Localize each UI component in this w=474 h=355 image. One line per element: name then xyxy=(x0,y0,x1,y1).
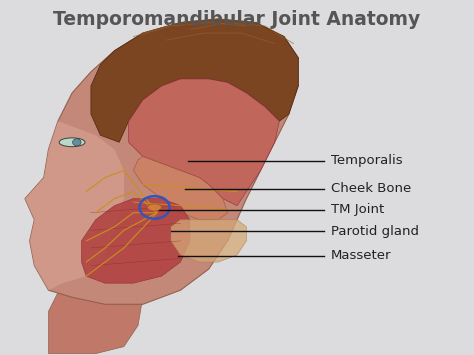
Text: Temporalis: Temporalis xyxy=(331,154,403,167)
Ellipse shape xyxy=(147,204,162,211)
Text: Parotid gland: Parotid gland xyxy=(331,225,419,237)
Polygon shape xyxy=(82,199,190,283)
Text: Masseter: Masseter xyxy=(331,249,392,262)
Polygon shape xyxy=(48,269,143,354)
Polygon shape xyxy=(128,79,279,206)
Text: TM Joint: TM Joint xyxy=(331,203,384,217)
Polygon shape xyxy=(133,156,228,220)
Polygon shape xyxy=(25,121,124,290)
Ellipse shape xyxy=(59,138,85,147)
Text: Temporomandibular Joint Anatomy: Temporomandibular Joint Anatomy xyxy=(54,10,420,29)
Polygon shape xyxy=(171,220,246,262)
Polygon shape xyxy=(91,19,298,142)
Text: Cheek Bone: Cheek Bone xyxy=(331,182,411,195)
Polygon shape xyxy=(25,19,298,304)
Ellipse shape xyxy=(73,139,81,146)
